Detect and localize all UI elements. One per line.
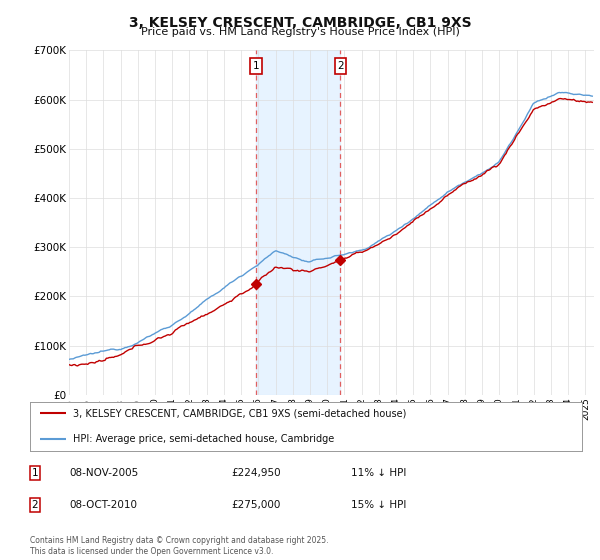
Text: 1: 1	[31, 468, 38, 478]
Text: 2: 2	[31, 500, 38, 510]
Text: 3, KELSEY CRESCENT, CAMBRIDGE, CB1 9XS (semi-detached house): 3, KELSEY CRESCENT, CAMBRIDGE, CB1 9XS (…	[73, 408, 406, 418]
Text: HPI: Average price, semi-detached house, Cambridge: HPI: Average price, semi-detached house,…	[73, 434, 334, 444]
Text: 08-OCT-2010: 08-OCT-2010	[69, 500, 137, 510]
Text: Contains HM Land Registry data © Crown copyright and database right 2025.
This d: Contains HM Land Registry data © Crown c…	[30, 536, 329, 556]
Text: Price paid vs. HM Land Registry's House Price Index (HPI): Price paid vs. HM Land Registry's House …	[140, 27, 460, 37]
Text: £275,000: £275,000	[231, 500, 280, 510]
Text: 15% ↓ HPI: 15% ↓ HPI	[351, 500, 406, 510]
Text: 11% ↓ HPI: 11% ↓ HPI	[351, 468, 406, 478]
Text: 1: 1	[253, 61, 259, 71]
Text: 08-NOV-2005: 08-NOV-2005	[69, 468, 138, 478]
Text: 2: 2	[337, 61, 344, 71]
Text: 3, KELSEY CRESCENT, CAMBRIDGE, CB1 9XS: 3, KELSEY CRESCENT, CAMBRIDGE, CB1 9XS	[128, 16, 472, 30]
Text: £224,950: £224,950	[231, 468, 281, 478]
Bar	[256, 50, 340, 395]
